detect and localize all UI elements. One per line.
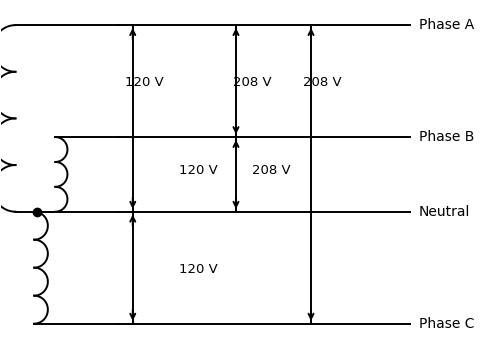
Text: Phase C: Phase C [419, 317, 474, 331]
Text: 120 V: 120 V [125, 76, 164, 89]
Text: Phase B: Phase B [419, 130, 474, 144]
Text: 208 V: 208 V [233, 76, 272, 89]
Text: Phase A: Phase A [419, 18, 474, 32]
Text: 208 V: 208 V [303, 76, 342, 89]
Text: 120 V: 120 V [179, 263, 218, 276]
Text: 208 V: 208 V [252, 165, 291, 177]
Text: Neutral: Neutral [419, 205, 470, 219]
Text: 120 V: 120 V [179, 165, 218, 177]
